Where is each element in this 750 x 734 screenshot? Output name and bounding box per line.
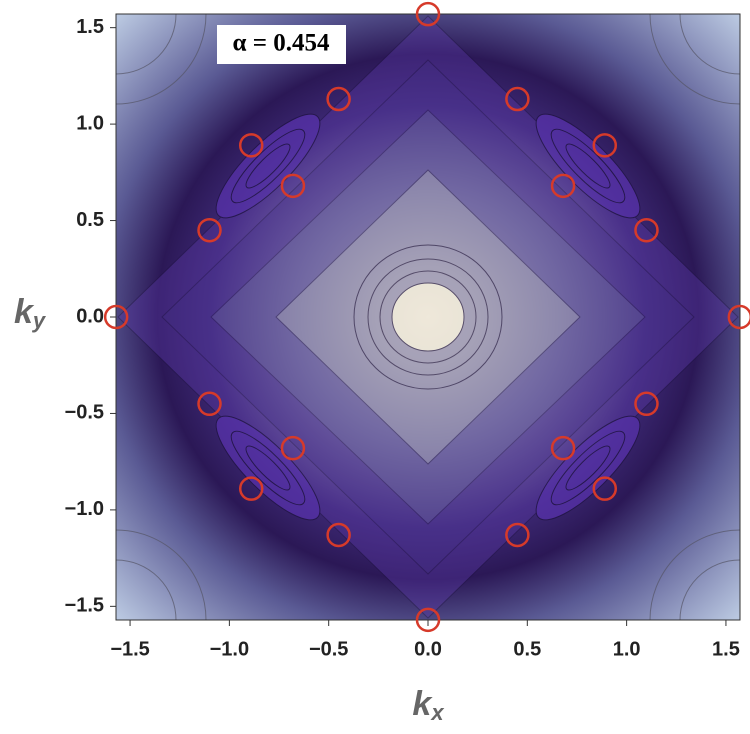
point-marker (592, 133, 618, 158)
x-tick-label: 0.0 (414, 638, 442, 660)
point-marker (415, 1, 441, 27)
x-tick-label: 1.5 (712, 638, 740, 660)
point-marker (415, 607, 441, 633)
point-marker (280, 173, 306, 199)
x-axis-label: kx (412, 685, 444, 725)
point-marker (550, 173, 576, 199)
point-marker (727, 304, 750, 330)
point-marker (103, 304, 129, 330)
point-marker (505, 522, 530, 548)
x-axis-label-sub: x (430, 700, 444, 725)
y-tick-label: 1.5 (76, 16, 104, 38)
point-marker (550, 435, 576, 461)
point-marker (238, 476, 264, 501)
point-marker (326, 522, 351, 548)
point-marker (505, 86, 530, 112)
point-marker (592, 476, 618, 501)
y-axis-label: ky (14, 293, 47, 333)
contour-background (116, 14, 740, 620)
y-tick-label: −0.5 (65, 402, 104, 424)
y-axis-label-main: k (14, 293, 35, 331)
y-tick-label: −1.0 (65, 498, 104, 520)
point-marker (634, 217, 659, 243)
y-tick-label: −1.5 (65, 595, 104, 617)
y-tick-label: 1.0 (76, 112, 104, 134)
x-tick-label: −1.0 (210, 638, 249, 660)
y-tick-label: 0.0 (76, 305, 104, 327)
annotation-box (217, 25, 346, 64)
y-tick-label: 0.5 (76, 209, 104, 231)
x-tick-label: −1.5 (110, 638, 149, 660)
point-marker (197, 217, 222, 243)
point-marker (634, 391, 659, 417)
point-marker (238, 133, 264, 158)
annotation: α = 0.454 (233, 30, 330, 57)
x-tick-label: 0.5 (513, 638, 541, 660)
point-marker (197, 391, 222, 417)
x-tick-label: 1.0 (613, 638, 641, 660)
point-marker (326, 86, 351, 112)
x-axis-label-main: k (412, 685, 433, 723)
y-axis-label-sub: y (32, 308, 47, 333)
point-marker (280, 435, 306, 461)
x-tick-label: −0.5 (309, 638, 348, 660)
